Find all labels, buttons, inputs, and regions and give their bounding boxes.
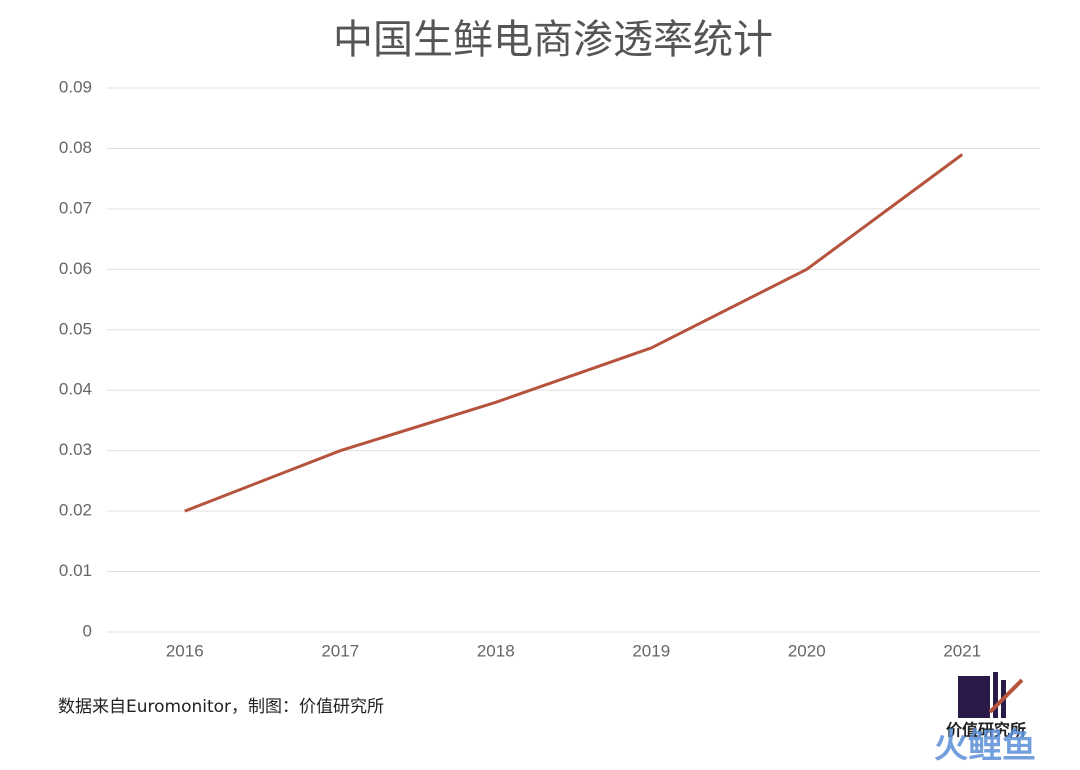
x-tick-label: 2021 [943,641,981,660]
y-tick-label: 0.04 [59,380,92,399]
logo-text: 价值研究所 [946,721,1026,740]
x-tick-label: 2018 [477,641,515,660]
logo: 价值研究所 火鲤鱼 [934,672,1036,767]
logo-block [958,676,990,718]
source-note: 数据来自Euromonitor，制图：价值研究所 [58,697,384,717]
logo-arrow [988,678,1024,714]
y-tick-label: 0.07 [59,198,92,217]
y-tick-label: 0.09 [59,77,92,96]
data-line [184,153,964,513]
x-tick-label: 2020 [788,641,826,660]
y-tick-label: 0.05 [59,319,92,338]
x-tick-label: 2017 [321,641,359,660]
x-tick-label: 2019 [632,641,670,660]
chart-title: 中国生鲜电商渗透率统计 [333,17,773,63]
y-tick-label: 0.06 [59,259,92,278]
y-tick-label: 0 [83,621,92,640]
y-tick-label: 0.08 [59,138,92,157]
y-tick-label: 0.02 [59,501,92,520]
watermark: 火鲤鱼 [934,727,1036,767]
y-tick-label: 0.03 [59,440,92,459]
y-tick-label: 0.01 [59,561,92,580]
logo-bar [993,672,998,718]
x-tick-label: 2016 [166,641,204,660]
